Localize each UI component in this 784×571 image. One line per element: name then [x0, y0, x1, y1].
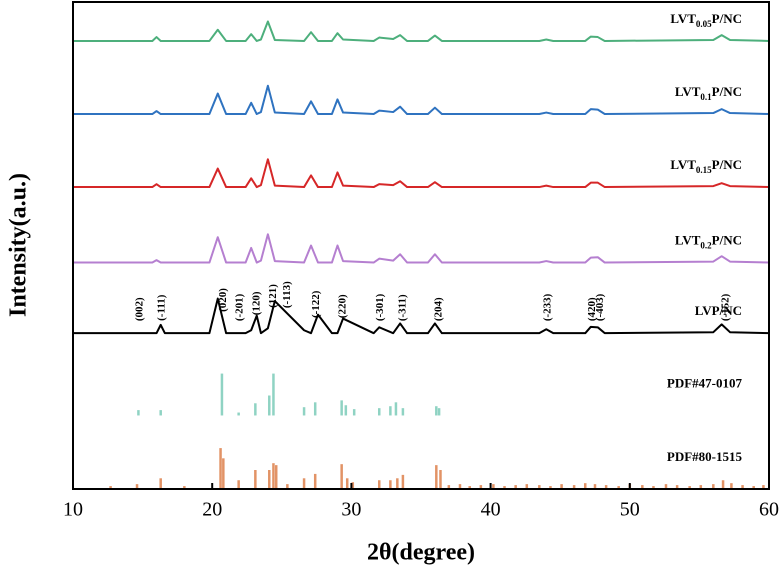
- label-part: LVT: [675, 233, 701, 248]
- x-tick-label: 50: [620, 499, 640, 521]
- peak-annotation: (120): [250, 291, 262, 315]
- peak-annotation: (002): [133, 297, 145, 321]
- peak-annotation: (020): [217, 288, 229, 312]
- series-label: PDF#47-0107: [667, 375, 743, 390]
- xrd-line: [73, 233, 770, 264]
- label-part: LVT: [670, 11, 696, 26]
- peak-annotation: (-233): [541, 293, 553, 321]
- label-subscript: 0.2: [700, 241, 712, 251]
- x-tick-label: 10: [63, 499, 83, 521]
- label-part: LVT: [675, 84, 701, 99]
- peak-annotation: (121): [267, 284, 279, 308]
- x-tick-label: 20: [202, 499, 222, 521]
- y-axis-label: Intensity(a.u.): [6, 173, 32, 317]
- peak-annotation: (-122): [310, 290, 322, 318]
- label-part: P/NC: [712, 11, 742, 26]
- series-label: LVT0.1P/NC: [675, 84, 742, 102]
- xrd-line: [73, 20, 770, 42]
- peak-annotation: (204): [433, 297, 445, 321]
- x-tick-label: 30: [341, 499, 361, 521]
- peak-annotation: (-113): [281, 281, 293, 308]
- x-tick-label: 60: [759, 499, 779, 521]
- series-label: LVP/NC: [695, 303, 742, 318]
- series-label: LVT0.05P/NC: [670, 11, 742, 29]
- label-part: P/NC: [712, 157, 742, 172]
- label-part: LVT: [670, 157, 696, 172]
- plot-frame: [72, 1, 770, 490]
- series-label: PDF#80-1515: [667, 449, 743, 464]
- x-axis-label: 2θ(degree): [367, 540, 475, 566]
- label-part: P/NC: [712, 233, 742, 248]
- label-subscript: 0.15: [696, 165, 712, 175]
- label-subscript: 0.1: [700, 92, 712, 102]
- peak-annotation: (-152): [719, 293, 731, 321]
- peak-annotation: (-201): [234, 293, 246, 321]
- peak-annotation: (-311): [397, 294, 409, 321]
- xrd-line: [73, 297, 770, 335]
- series-label: LVT0.2P/NC: [675, 233, 742, 251]
- peak-annotation: (220): [337, 294, 349, 318]
- peak-annotation: (420): [586, 297, 598, 321]
- x-tick-label: 40: [481, 499, 501, 521]
- peak-annotation: (-403): [594, 293, 606, 321]
- peak-annotation: (-301): [374, 293, 386, 321]
- label-subscript: 0.05: [696, 19, 712, 29]
- xrd-line: [73, 158, 770, 189]
- peak-annotation: (-111): [156, 294, 168, 321]
- label-part: P/NC: [712, 84, 742, 99]
- series-label: LVT0.15P/NC: [670, 157, 742, 175]
- xrd-line: [73, 84, 770, 116]
